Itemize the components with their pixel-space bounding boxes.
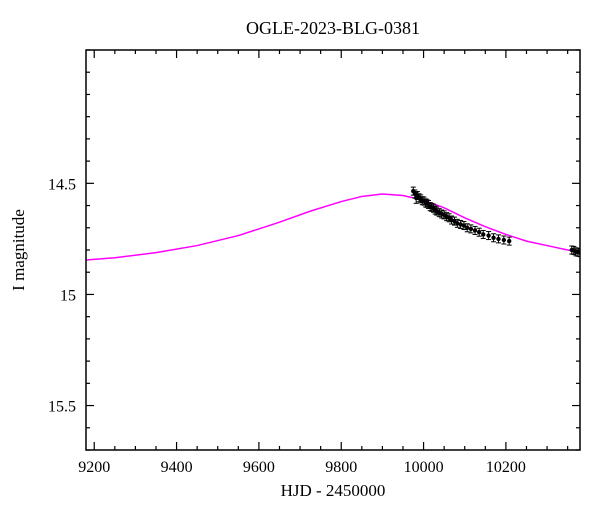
y-tick-label: 15 xyxy=(60,287,76,304)
data-point xyxy=(477,230,481,234)
x-tick-label: 9200 xyxy=(78,459,110,476)
x-tick-label: 9800 xyxy=(325,459,357,476)
x-axis-label: HJD - 2450000 xyxy=(281,481,386,500)
x-tick-label: 10200 xyxy=(486,459,526,476)
data-point xyxy=(481,232,485,236)
y-tick-label: 15.5 xyxy=(48,399,76,416)
data-point xyxy=(491,236,495,240)
x-tick-label: 9400 xyxy=(161,459,193,476)
lightcurve-chart: OGLE-2023-BLG-0381 I magnitude HJD - 24500… xyxy=(0,0,600,512)
x-tick-label: 10000 xyxy=(404,459,444,476)
data-point xyxy=(486,233,490,237)
data-point xyxy=(473,228,477,232)
y-tick-label: 14.5 xyxy=(48,176,76,193)
data-point xyxy=(469,227,473,231)
chart-container: OGLE-2023-BLG-0381 I magnitude HJD - 24500… xyxy=(0,0,600,512)
chart-title: OGLE-2023-BLG-0381 xyxy=(246,18,420,38)
data-point xyxy=(496,237,500,241)
data-point xyxy=(502,238,506,242)
data-point xyxy=(465,226,469,230)
chart-bg xyxy=(0,0,600,512)
data-point xyxy=(507,239,511,243)
y-axis-label: I magnitude xyxy=(9,209,28,291)
x-tick-label: 9600 xyxy=(243,459,275,476)
